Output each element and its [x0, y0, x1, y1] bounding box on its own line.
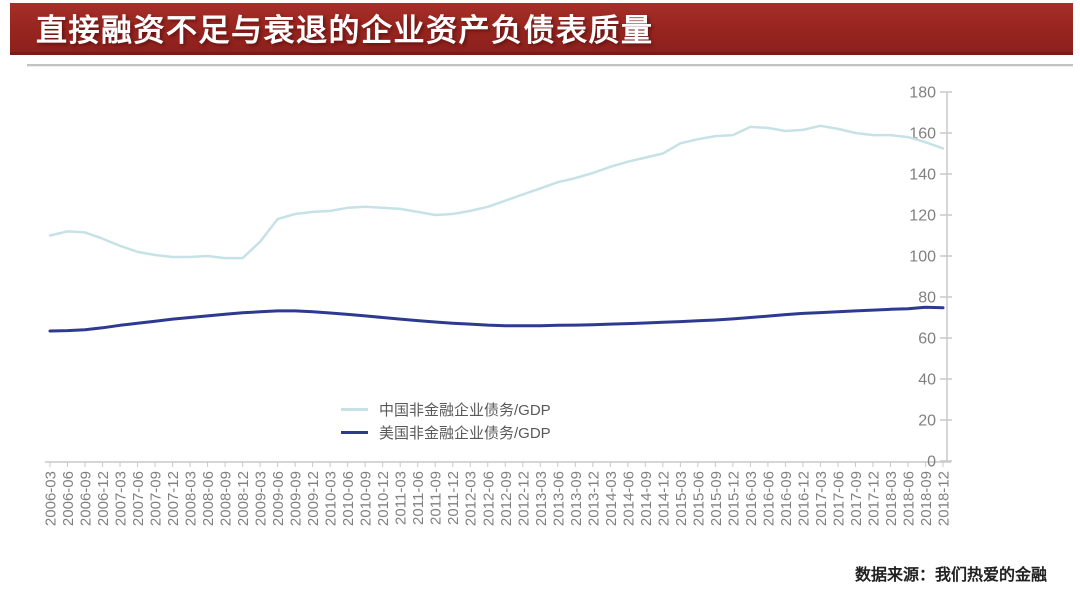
y-tick-label: 140 [909, 167, 936, 184]
axes [45, 92, 951, 463]
x-tick-label: 2015-03 [673, 471, 690, 526]
y-tick-label: 80 [918, 290, 936, 307]
x-tick-label: 2015-12 [725, 471, 742, 526]
title-banner: 直接融资不足与衰退的企业资产负债表质量 [10, 3, 1073, 55]
x-tick-label: 2009-03 [253, 471, 270, 526]
x-tick-label: 2018-12 [936, 471, 953, 526]
x-tick-label: 2018-03 [883, 471, 900, 526]
x-tick-label: 2013-12 [585, 471, 602, 526]
x-tick-label: 2011-06 [410, 471, 427, 525]
x-tick-label: 2014-12 [655, 471, 672, 526]
page-title: 直接融资不足与衰退的企业资产负债表质量 [36, 13, 654, 48]
legend-swatch-us-line [341, 431, 368, 434]
x-tick-label: 2016-03 [743, 471, 760, 526]
y-tick-label: 20 [918, 413, 936, 430]
x-tick-label: 2013-03 [533, 471, 550, 526]
x-tick-label: 2007-03 [113, 471, 130, 526]
legend-label-us: 美国非金融企业债务/GDP [379, 425, 551, 442]
x-tick-label: 2017-09 [848, 471, 865, 526]
x-tick-label: 2007-09 [148, 471, 165, 526]
x-tick-label: 2006-06 [60, 471, 77, 526]
x-tick-label: 2014-09 [638, 471, 655, 526]
x-tick-label: 2008-03 [183, 471, 200, 526]
x-tick-label: 2016-09 [778, 471, 795, 526]
x-tick-label: 2016-06 [760, 471, 777, 526]
y-tick-label: 180 [909, 85, 936, 102]
x-tick-label: 2012-06 [480, 471, 497, 526]
x-axis-ticks: 2006-03 2006-06 2006-09 2006-12 2007-03 2007-… [43, 462, 953, 526]
legend-item-us: 美国非金融企业债务/GDP [341, 422, 551, 443]
x-tick-label: 2011-03 [393, 471, 410, 525]
x-tick-label: 2013-06 [550, 471, 567, 526]
x-tick-label: 2009-09 [288, 471, 305, 526]
legend-item-china: 中国非金融企业债务/GDP [341, 399, 551, 420]
x-tick-label: 2012-03 [463, 471, 480, 526]
y-tick-label: 0 [927, 454, 936, 471]
x-tick-label: 2015-09 [708, 471, 725, 526]
x-tick-label: 2012-09 [498, 471, 515, 526]
y-tick-label: 100 [909, 249, 936, 266]
x-tick-label: 2015-06 [690, 471, 707, 526]
divider-line [27, 64, 1073, 66]
legend-swatch-china-line [341, 408, 368, 411]
x-tick-label: 2013-09 [568, 471, 585, 526]
y-tick-label: 120 [909, 208, 936, 225]
x-tick-label: 2010-03 [323, 471, 340, 526]
x-tick-label: 2018-09 [918, 471, 935, 526]
x-tick-label: 2018-06 [900, 471, 917, 526]
x-tick-label: 2008-06 [200, 471, 217, 526]
x-tick-label: 2017-06 [830, 471, 847, 526]
x-tick-label: 2008-09 [218, 471, 235, 526]
x-tick-label: 2008-12 [235, 471, 252, 526]
x-tick-label: 2014-03 [603, 471, 620, 526]
x-tick-label: 2016-12 [795, 471, 812, 526]
x-tick-label: 2010-06 [340, 471, 357, 526]
x-tick-label: 2017-12 [865, 471, 882, 526]
x-tick-label: 2006-09 [78, 471, 95, 526]
x-tick-label: 2017-03 [813, 471, 830, 526]
series-line-0 [48, 124, 945, 260]
x-tick-label: 2009-12 [305, 471, 322, 526]
x-tick-label: 2007-12 [165, 471, 182, 526]
x-tick-label: 2006-03 [43, 471, 60, 526]
x-tick-label: 2006-12 [95, 471, 112, 526]
x-tick-label: 2007-06 [130, 471, 147, 526]
source-note: 数据来源：我们热爱的金融 [854, 567, 1047, 584]
x-tick-label: 2011-09 [428, 471, 445, 525]
x-tick-label: 2011-12 [445, 471, 462, 525]
x-tick-label: 2014-06 [620, 471, 637, 526]
x-tick-label: 2009-06 [270, 471, 287, 526]
y-tick-label: 60 [918, 331, 936, 348]
x-tick-label: 2012-12 [515, 471, 532, 526]
series-line-1 [48, 305, 945, 333]
legend-label-china: 中国非金融企业债务/GDP [379, 402, 551, 419]
y-tick-label: 40 [918, 372, 936, 389]
x-tick-label: 2010-09 [358, 471, 375, 526]
x-tick-label: 2010-12 [375, 471, 392, 526]
chart-legend: 中国非金融企业债务/GDP 美国非金融企业债务/GDP [341, 399, 551, 445]
